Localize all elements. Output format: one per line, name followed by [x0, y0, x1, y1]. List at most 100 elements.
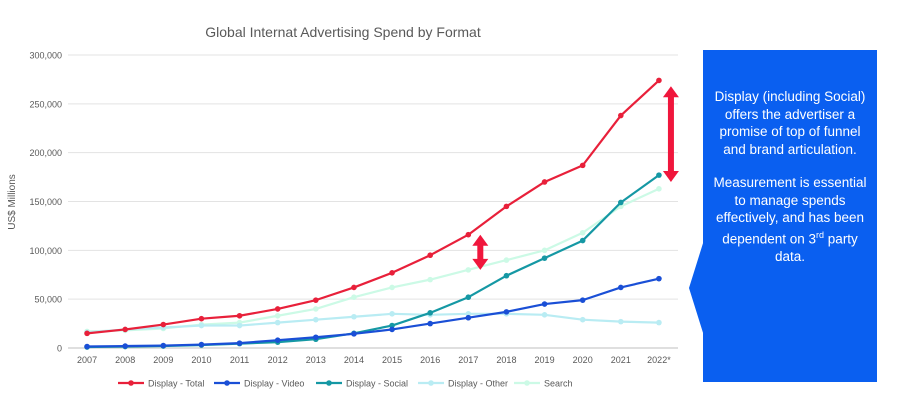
- data-point: [122, 343, 128, 349]
- x-tick-label: 2007: [77, 355, 97, 365]
- data-point: [579, 229, 586, 236]
- y-axis-ticks: 0 50,000 100,000 150,000 200,000 250,000 300,0…: [29, 51, 62, 354]
- x-tick-label: 2015: [382, 355, 402, 365]
- data-point: [160, 321, 167, 328]
- data-point: [541, 179, 548, 185]
- arrow-head-up: [662, 86, 679, 98]
- data-point: [427, 252, 433, 259]
- data-point: [618, 112, 624, 119]
- callout-text-2-tail: party data.: [774, 231, 858, 264]
- x-tick-label: 2016: [420, 355, 440, 365]
- data-point: [84, 330, 90, 337]
- legend-swatch-marker: [428, 380, 434, 386]
- data-point: [503, 257, 510, 263]
- data-point: [351, 313, 357, 320]
- data-point: [656, 186, 662, 192]
- x-tick-label: 2019: [535, 355, 555, 365]
- data-point: [465, 311, 472, 317]
- data-point: [313, 334, 319, 341]
- arrow-shaft: [477, 244, 484, 260]
- data-point: [465, 231, 472, 238]
- x-axis-ticks: 2007 2008 2009 2010 2011 2012 2013 2014 2015 2016…: [77, 355, 671, 365]
- y-tick-label: 200,000: [29, 148, 62, 158]
- data-point: [465, 267, 472, 273]
- series-lines: [84, 77, 662, 350]
- data-point: [389, 284, 395, 291]
- data-point: [656, 275, 662, 282]
- x-tick-label: 2020: [573, 355, 593, 365]
- y-axis-label: US$ Millions: [7, 174, 18, 230]
- legend-label: Display - Total: [148, 379, 204, 389]
- arrow-head-down: [662, 170, 679, 182]
- x-tick-label: 2017: [458, 355, 478, 365]
- data-point: [236, 312, 243, 319]
- data-point: [198, 341, 205, 348]
- series-line: [87, 277, 660, 348]
- arrow-shaft: [667, 96, 674, 172]
- series-line: [86, 79, 660, 335]
- y-tick-label: 50,000: [34, 295, 62, 305]
- data-point: [465, 314, 472, 321]
- data-point: [465, 294, 472, 301]
- data-point: [579, 237, 586, 244]
- legend: Display - Total Display - Video Display - …: [118, 379, 573, 389]
- annotation-arrows: [472, 86, 679, 270]
- data-point: [618, 318, 624, 325]
- data-point: [541, 301, 548, 307]
- x-tick-label: 2010: [191, 355, 211, 365]
- x-tick-label: 2018: [496, 355, 516, 365]
- callout-text-2-sup: rd: [816, 229, 825, 240]
- y-tick-label: 0: [57, 344, 62, 354]
- data-point: [389, 311, 395, 317]
- data-point: [541, 311, 548, 318]
- callout-text-2: Measurement is essential to manage spend…: [713, 174, 867, 265]
- y-tick-label: 300,000: [29, 51, 62, 61]
- data-point: [427, 320, 433, 327]
- data-point: [389, 322, 395, 329]
- data-point: [579, 297, 586, 303]
- data-point: [389, 269, 395, 276]
- x-tick-label: 2009: [153, 355, 173, 365]
- data-point: [122, 326, 128, 333]
- data-point: [389, 326, 395, 333]
- x-tick-label: 2014: [344, 355, 364, 365]
- data-point: [84, 343, 90, 350]
- data-point: [198, 315, 205, 322]
- data-point: [236, 322, 243, 329]
- data-point: [313, 316, 319, 323]
- data-point: [351, 294, 357, 301]
- data-point: [541, 255, 548, 261]
- legend-swatch-marker: [326, 380, 332, 386]
- data-point: [351, 331, 357, 337]
- x-tick-label: 2008: [115, 355, 135, 365]
- data-point: [656, 77, 662, 84]
- data-point: [656, 172, 662, 178]
- series-line: [87, 174, 660, 349]
- arrow-head-down: [472, 258, 489, 270]
- arrow-head-up: [472, 234, 489, 246]
- x-tick-label: 2012: [268, 355, 288, 365]
- data-point: [618, 199, 624, 206]
- line-chart: Global Internat Advertising Spend by For…: [7, 24, 679, 389]
- gridlines: [68, 54, 678, 349]
- legend-swatch-marker: [224, 380, 230, 386]
- y-tick-label: 100,000: [29, 246, 62, 256]
- legend-label: Display - Social: [346, 379, 408, 389]
- x-tick-label: 2013: [306, 355, 326, 365]
- callout-pointer: [689, 240, 704, 336]
- data-point: [274, 337, 281, 343]
- chart-title: Global Internat Advertising Spend by For…: [205, 24, 481, 40]
- callout-text-1: Display (including Social) offers the ad…: [714, 89, 866, 157]
- data-point: [618, 284, 624, 291]
- legend-swatch-marker: [524, 380, 530, 386]
- data-point: [656, 319, 662, 326]
- legend-swatch-marker: [128, 380, 134, 386]
- data-point: [313, 297, 319, 303]
- data-point: [503, 203, 510, 210]
- data-point: [274, 312, 281, 319]
- y-tick-label: 250,000: [29, 99, 62, 109]
- data-point: [274, 319, 281, 326]
- data-point: [427, 276, 433, 283]
- data-point: [579, 162, 586, 169]
- data-point: [427, 310, 433, 316]
